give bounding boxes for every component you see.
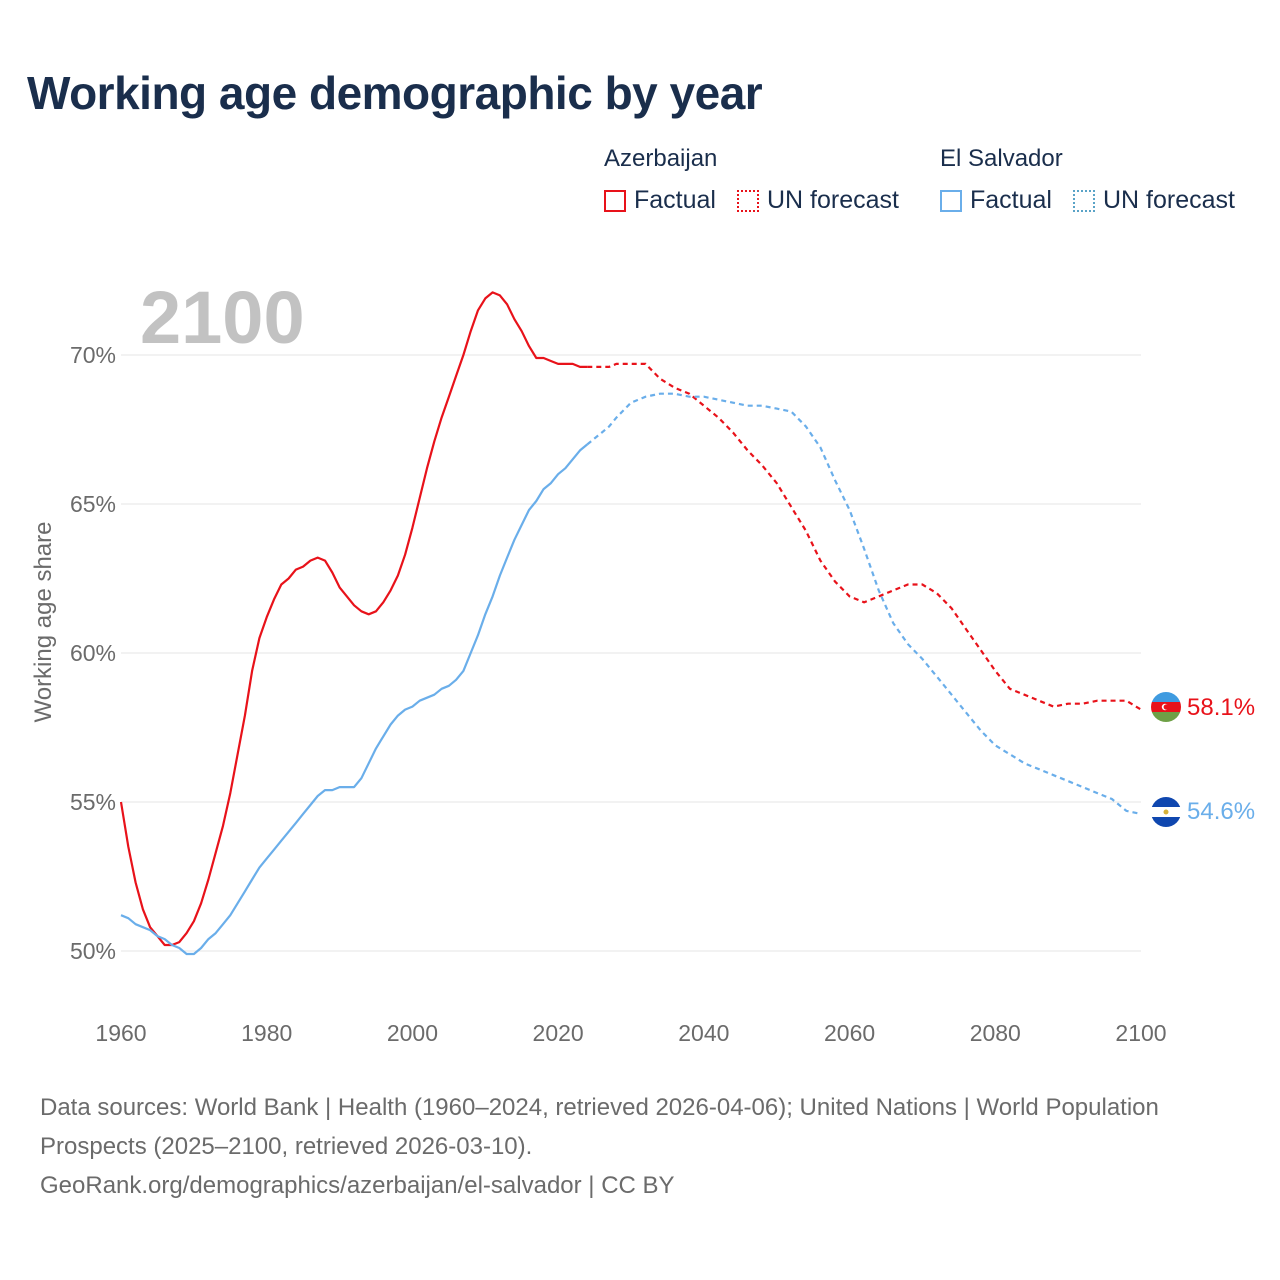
legend-group-azerbaijan: Azerbaijan: [604, 145, 718, 172]
legend-label: Factual: [970, 186, 1052, 214]
legend-label: UN forecast: [767, 186, 899, 214]
x-tick-label: 2040: [678, 1020, 729, 1046]
year-watermark: 2100: [140, 276, 305, 359]
legend-swatch-solid: [604, 189, 626, 212]
x-tick-label: 2020: [533, 1020, 584, 1046]
x-tick-label: 2000: [387, 1020, 438, 1046]
series-line-azerbaijan-forecast[interactable]: [587, 362, 1142, 711]
chart-title: Working age demographic by year: [27, 67, 763, 119]
legend-group-el-salvador: El Salvador: [940, 145, 1063, 172]
x-tick-label: 2060: [824, 1020, 875, 1046]
x-tick-label: 2080: [970, 1020, 1021, 1046]
legend-swatch-solid: [940, 189, 962, 212]
series-line-el-salvador-forecast[interactable]: [586, 392, 1142, 815]
azerbaijan-flag-icon: [1151, 692, 1181, 722]
footer-data-sources: Data sources: World Bank | Health (1960–…: [40, 1094, 1159, 1160]
end-label-el-salvador: 54.6%: [1187, 798, 1255, 825]
el-salvador-flag-icon: [1151, 797, 1181, 827]
legend-swatch-dotted: [737, 189, 759, 212]
legend-azerbaijan-factual[interactable]: Factual: [604, 186, 716, 215]
legend-swatch-dotted: [1073, 189, 1095, 212]
legend-azerbaijan-forecast[interactable]: UN forecast: [737, 186, 899, 215]
footer-sources: Data sources: World Bank | Health (1960–…: [40, 1088, 1200, 1205]
legend-el-salvador-forecast[interactable]: UN forecast: [1073, 186, 1235, 215]
y-tick-label: 60%: [70, 640, 116, 666]
series-line-el-salvador-factual[interactable]: [120, 443, 588, 956]
x-tick-label: 1980: [241, 1020, 292, 1046]
y-tick-label: 50%: [70, 938, 116, 964]
y-tick-label: 55%: [70, 789, 116, 815]
x-tick-label: 1960: [95, 1020, 146, 1046]
legend-el-salvador-factual[interactable]: Factual: [940, 186, 1052, 215]
y-tick-label: 70%: [70, 342, 116, 368]
y-axis-label: Working age share: [30, 522, 57, 723]
line-chart: 2100 50% 55% 60% 65% 70% 1960 1980 2000 2020 2040…: [30, 276, 1255, 1046]
footer-link[interactable]: GeoRank.org/demographics/azerbaijan/el-s…: [40, 1172, 675, 1199]
end-label-azerbaijan: 58.1%: [1187, 694, 1255, 721]
y-tick-label: 65%: [70, 491, 116, 517]
legend-label: UN forecast: [1103, 186, 1235, 214]
x-tick-label: 2100: [1115, 1020, 1166, 1046]
series-line-azerbaijan-factual[interactable]: [119, 291, 588, 947]
legend-label: Factual: [634, 186, 716, 214]
